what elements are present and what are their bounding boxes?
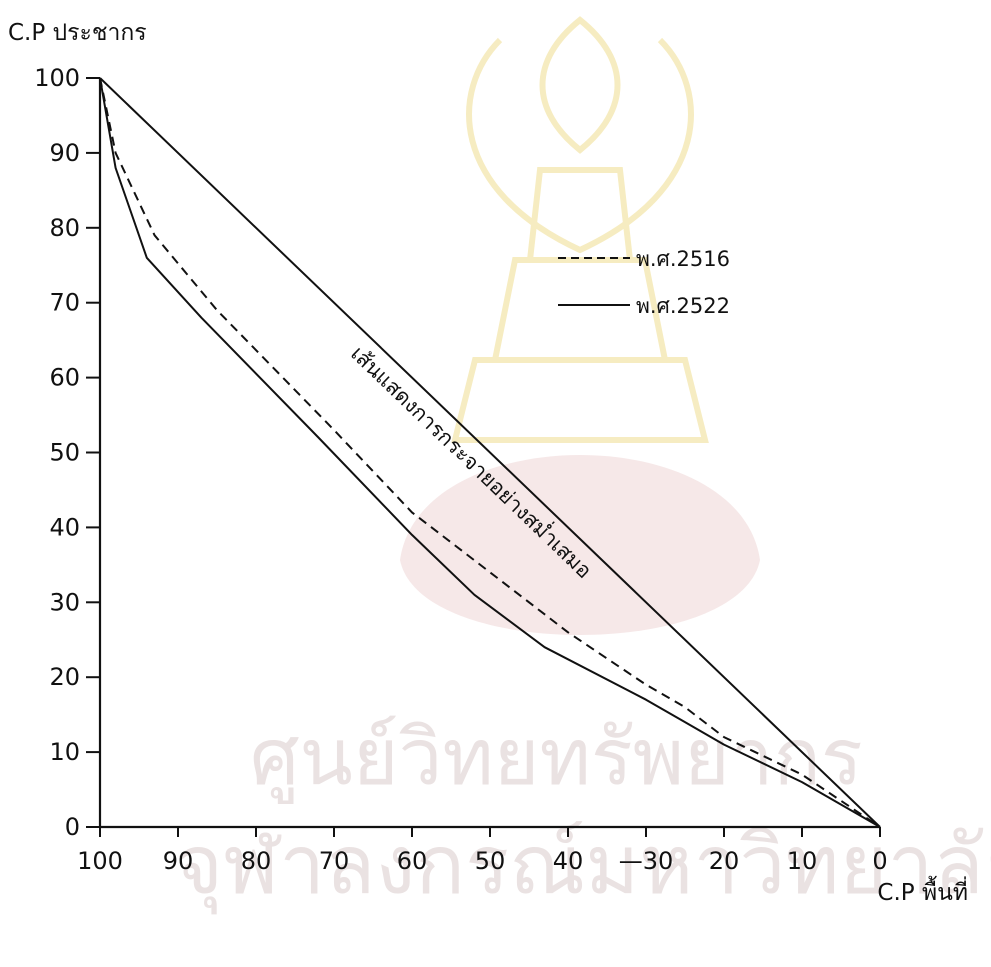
equality-line-annotation: เส้นแสดงการกระจายอย่างสม่ำเสมอ bbox=[346, 339, 598, 583]
y-tick-label: 80 bbox=[49, 214, 80, 242]
x-tick-label: 80 bbox=[241, 847, 272, 875]
y-tick-label: 70 bbox=[49, 289, 80, 317]
y-tick-label: 50 bbox=[49, 439, 80, 467]
equality-line bbox=[99, 77, 881, 828]
y-tick-label: 20 bbox=[49, 663, 80, 691]
x-tick-label: 70 bbox=[319, 847, 350, 875]
x-tick-label: 10 bbox=[787, 847, 818, 875]
y-tick-label: 10 bbox=[49, 738, 80, 766]
y-axis-title: C.P ประชากร bbox=[8, 20, 147, 46]
y-tick-label: 60 bbox=[49, 364, 80, 392]
x-tick-label: 100 bbox=[77, 847, 123, 875]
x-tick-label: 40 bbox=[553, 847, 584, 875]
x-tick-label: 0 bbox=[872, 847, 887, 875]
y-tick-label: 100 bbox=[34, 64, 80, 92]
legend-label-2: พ.ศ.2522 bbox=[636, 294, 730, 318]
x-tick-label: 60 bbox=[397, 847, 428, 875]
legend-label-1: พ.ศ.2516 bbox=[636, 247, 730, 271]
x-tick-label: 90 bbox=[163, 847, 194, 875]
series-line-1 bbox=[99, 77, 881, 828]
x-axis-title: C.P พื้นที่ bbox=[877, 876, 968, 906]
series-line-2 bbox=[99, 77, 881, 828]
y-tick-label: 40 bbox=[49, 513, 80, 541]
x-tick-label: 50 bbox=[475, 847, 506, 875]
x-tick-label: —30 bbox=[619, 847, 674, 875]
y-tick-label: 30 bbox=[49, 588, 80, 616]
y-tick-label: 90 bbox=[49, 139, 80, 167]
x-tick-label: 20 bbox=[709, 847, 740, 875]
y-tick-label: 0 bbox=[65, 813, 80, 841]
